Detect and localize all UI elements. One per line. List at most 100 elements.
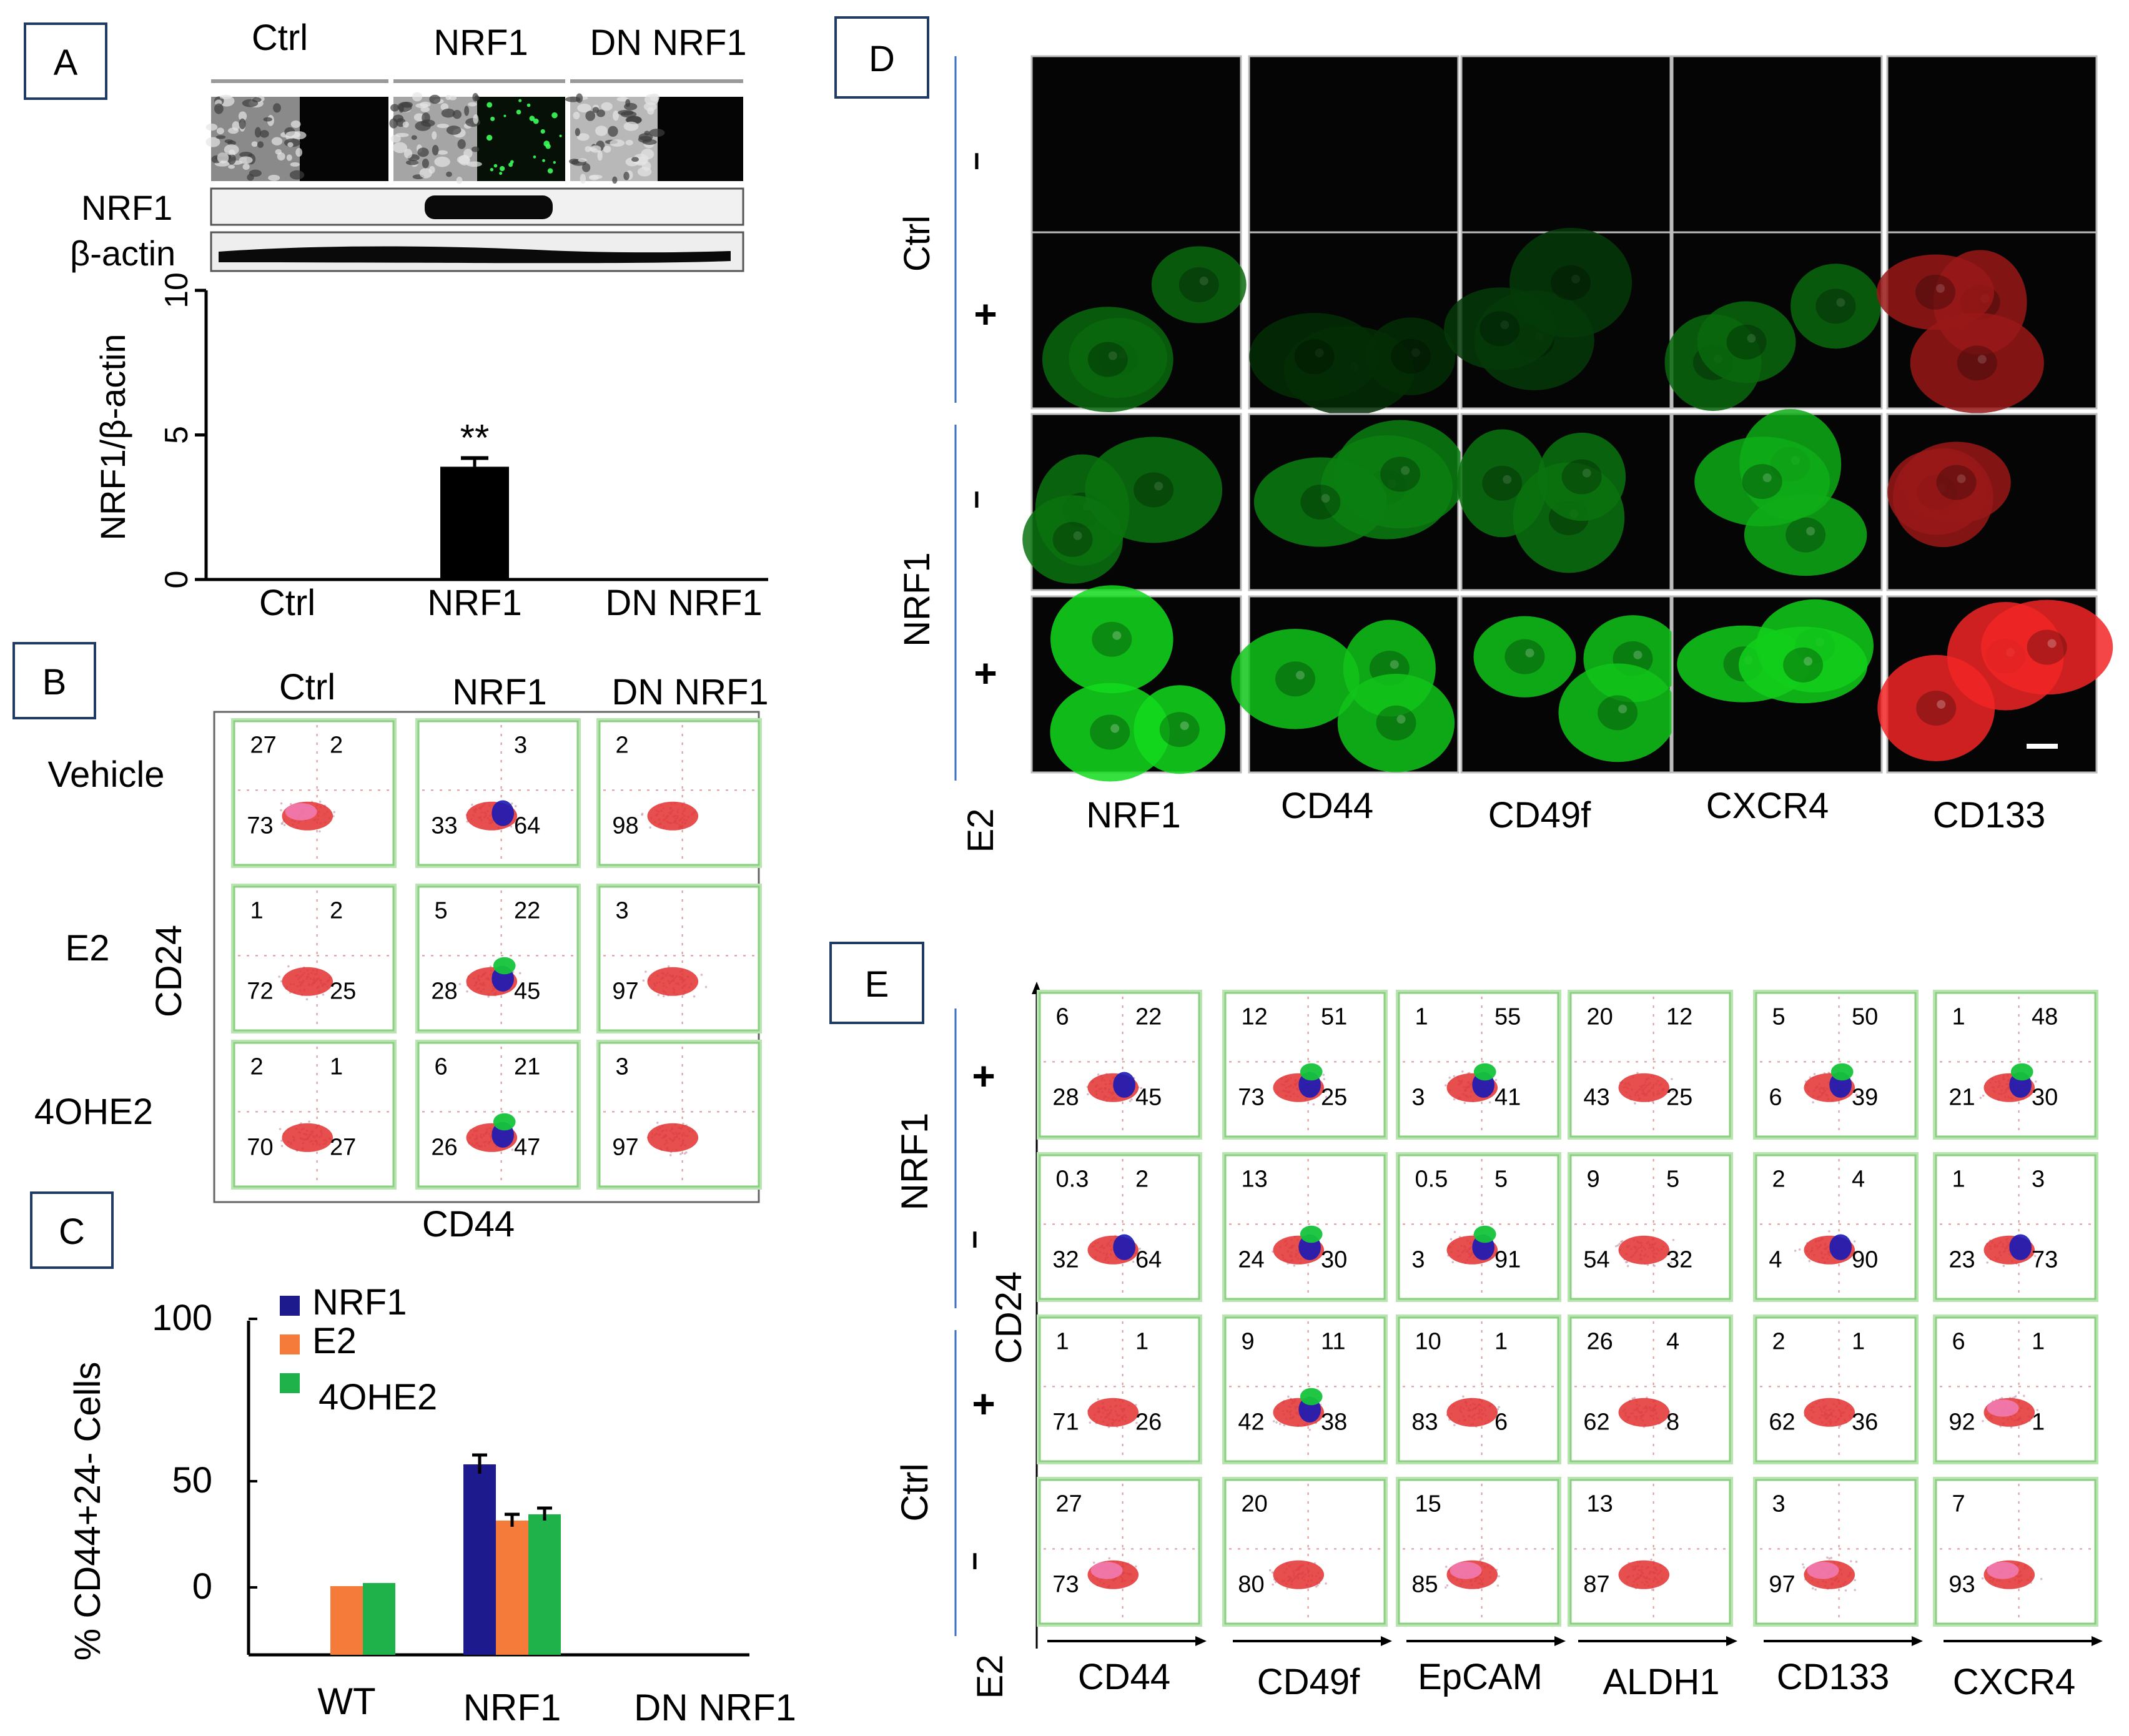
- b-flow-plot-r0-c0: 27 2 73: [231, 718, 397, 868]
- c-legend-label: 4OHE2: [319, 1377, 437, 1418]
- flow-quadrant-value-ul: 27: [1056, 1491, 1082, 1517]
- panel-letter-a: A: [24, 22, 107, 100]
- d-micrograph-r3-c1: [1231, 595, 1460, 774]
- a-brightfield-ctrl: [211, 97, 300, 181]
- flow-quadrant-value-ll: 43: [1583, 1084, 1609, 1110]
- flow-event: [1139, 1247, 1141, 1250]
- flow-population: [647, 1123, 699, 1152]
- flow-event: [1308, 1428, 1311, 1431]
- flow-population-blue: [1113, 1072, 1135, 1098]
- d-nucleolus: [1937, 699, 1946, 709]
- flow-event: [1616, 1244, 1619, 1247]
- flow-quadrant-value-ur: 12: [1666, 1004, 1692, 1030]
- flow-event: [642, 979, 645, 982]
- flow-event: [1496, 1584, 1499, 1587]
- d-micrograph-r0-c4: [1886, 55, 2098, 234]
- flow-plot-area: [1935, 992, 2097, 1138]
- flow-event: [1615, 1245, 1618, 1248]
- flow-quadrant-value-lr: 6: [1494, 1409, 1508, 1435]
- a-ylabel: NRF1/β-actin: [93, 334, 132, 541]
- panel-a: Ctrl NRF1 DN NRF1 NRF1 β-actin NRF1/β-ac…: [70, 17, 768, 623]
- flow-quadrant-value-ul: 1: [1952, 1004, 1965, 1030]
- flow-event: [280, 1139, 283, 1142]
- flow-event: [514, 805, 517, 807]
- flow-quadrant-value-lr: 25: [1321, 1084, 1347, 1110]
- e-col-label: CXCR4: [1953, 1662, 2076, 1702]
- d-nucleus: [1504, 639, 1545, 674]
- flow-population-pink: [1090, 1562, 1123, 1579]
- d-nucleolus: [1411, 348, 1421, 357]
- flow-plot-area: [598, 720, 760, 866]
- flow-population-blue: [1829, 1234, 1852, 1260]
- flow-event: [289, 802, 292, 806]
- e-sign-plus: +: [972, 1053, 995, 1098]
- flow-population-green: [1473, 1063, 1496, 1081]
- flow-quadrant-value-lr: 30: [2032, 1084, 2058, 1110]
- flow-plot-area: [233, 1042, 395, 1188]
- e-flow-plot-r0-c2: 1 55 3 41: [1396, 990, 1561, 1140]
- d-micrograph-r0-c1: [1248, 55, 1460, 234]
- flow-plot-area: [1569, 992, 1731, 1138]
- flow-event: [1672, 1413, 1676, 1416]
- flow-plot-area: [1755, 1316, 1917, 1462]
- e-flow-plot-r2-c3: 26 4 62 8: [1568, 1314, 1733, 1464]
- d-nucleolus: [1977, 355, 1987, 364]
- flow-plot-area: [1224, 1316, 1386, 1462]
- flow-quadrant-value-ur: 5: [1666, 1166, 1679, 1193]
- flow-event: [510, 825, 513, 828]
- flow-quadrant-value-ur: 4: [1666, 1329, 1679, 1355]
- d-cell: [1876, 254, 1995, 330]
- d-micrograph-r3-c4: [1877, 595, 2113, 774]
- flow-plot-area: [417, 1042, 579, 1188]
- flow-event: [1496, 1408, 1499, 1411]
- d-nucleolus: [1762, 473, 1772, 483]
- panel-letter-e: E: [829, 942, 924, 1024]
- flow-quadrant-value-ll: 73: [1052, 1571, 1079, 1597]
- b-flow-plot-r1-c0: 1 2 72 25: [231, 884, 397, 1033]
- flow-event: [280, 809, 282, 812]
- c-legend-label: NRF1: [312, 1282, 407, 1323]
- e-group-ctrl: Ctrl: [894, 1463, 936, 1521]
- flow-plot-area: [1569, 1479, 1731, 1625]
- c-legend-label: E2: [312, 1321, 357, 1361]
- flow-event: [1855, 1094, 1858, 1097]
- flow-event: [1494, 1078, 1498, 1082]
- flow-quadrant-value-ul: 6: [1952, 1329, 1965, 1355]
- e-x-axis-arrowhead: [1726, 1636, 1737, 1646]
- flow-event: [1136, 1256, 1139, 1259]
- d-micrograph-r3-c2: [1460, 595, 1682, 774]
- flow-quadrant-value-ur: 4: [1852, 1166, 1865, 1193]
- flow-population-green: [1300, 1063, 1323, 1081]
- a-blot-label-actin: β-actin: [70, 234, 175, 273]
- flow-plot-area: [233, 885, 395, 1032]
- flow-quadrant-value-ul: 10: [1415, 1329, 1441, 1355]
- flow-event: [1445, 1566, 1448, 1568]
- svg-text:A: A: [54, 42, 78, 83]
- d-sign-minus: –: [957, 491, 993, 509]
- flow-population-green: [1300, 1225, 1323, 1243]
- b-flow-plot-r2-c2: 3 97: [596, 1040, 762, 1190]
- flow-event: [2002, 1265, 2005, 1267]
- e-col-label: EpCAM: [1418, 1657, 1543, 1697]
- d-nucleolus: [1571, 274, 1581, 284]
- flow-event: [1844, 1589, 1847, 1592]
- flow-event: [1323, 1078, 1326, 1080]
- flow-event: [1140, 1087, 1142, 1090]
- flow-event: [287, 965, 290, 968]
- flow-quadrant-value-lr: 25: [1666, 1084, 1692, 1110]
- b-flow-plot-r1-c2: 3 97: [596, 884, 762, 1033]
- flow-quadrant-value-ll: 24: [1238, 1246, 1264, 1273]
- flow-event: [679, 1153, 682, 1155]
- flow-event: [645, 970, 647, 973]
- flow-event: [1855, 1561, 1858, 1563]
- c-bar-e2: [496, 1521, 528, 1655]
- flow-population-blue: [1113, 1234, 1135, 1260]
- b-flow-plot-r2-c0: 2 1 70 27: [231, 1040, 397, 1190]
- flow-plot-area: [1935, 1154, 2097, 1300]
- flow-quadrant-value-ll: 28: [1052, 1084, 1079, 1110]
- flow-plot-area: [1398, 992, 1559, 1138]
- flow-event: [1445, 1084, 1447, 1087]
- d-micrograph-r0-c0: [1030, 55, 1242, 234]
